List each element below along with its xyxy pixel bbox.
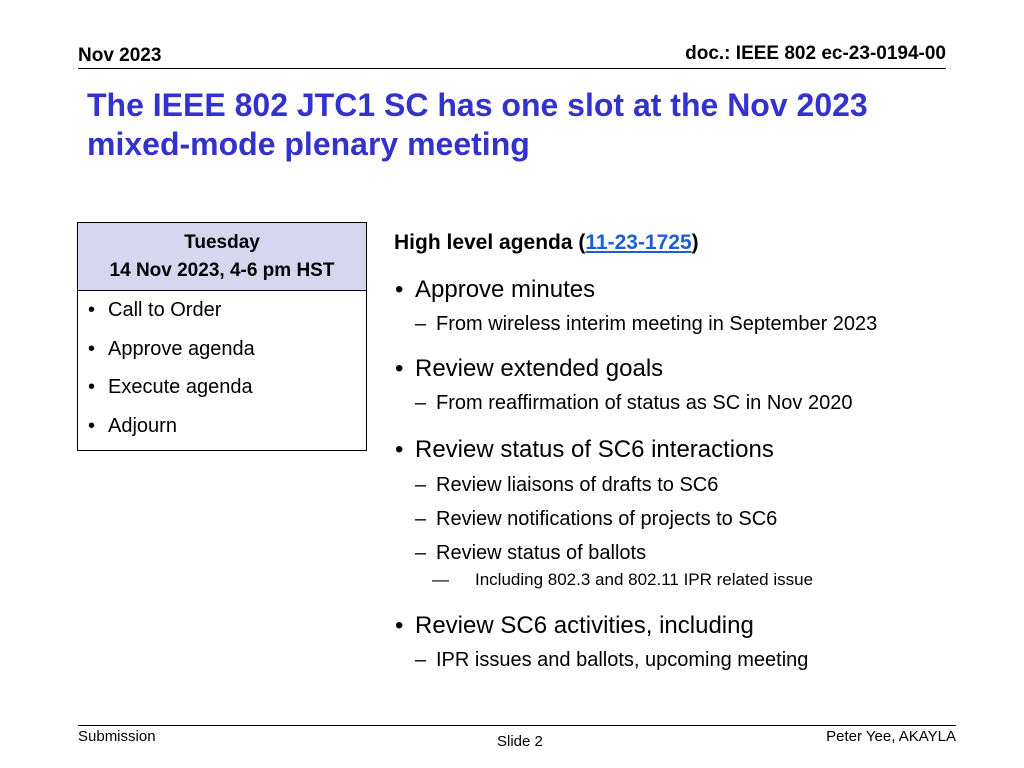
agenda-item-sc6-activities: Review SC6 activities, including (394, 611, 954, 641)
agenda-subitem: – Review notifications of projects to SC6 (394, 506, 954, 533)
session-time: 14 Nov 2023, 4-6 pm HST (109, 260, 335, 281)
agenda-panel: High level agenda (11-23-1725) Approve m… (394, 228, 954, 674)
agenda-item-approve-minutes: Approve minutes (394, 275, 954, 305)
agenda-subitem-text: From reaffirmation of status as SC in No… (436, 392, 853, 414)
slide-number: Slide 2 (497, 733, 543, 750)
header-date: Nov 2023 (78, 45, 162, 66)
agenda-heading-suffix: ) (691, 231, 699, 254)
agenda-doc-link[interactable]: 11-23-1725 (585, 231, 692, 254)
agenda-subitem-text: IPR issues and ballots, upcoming meeting (436, 649, 809, 671)
agenda-subsubitem-text: Including 802.3 and 802.11 IPR related i… (475, 570, 814, 589)
session-item-call-to-order: Call to Order (88, 298, 366, 337)
agenda-heading: High level agenda (11-23-1725) (394, 228, 954, 258)
agenda-subitem: – From reaffirmation of status as SC in N… (394, 390, 954, 417)
dash-bullet: – (415, 474, 427, 496)
session-list: Call to Order Approve agenda Execute age… (78, 291, 366, 452)
slide-title-line-2: mixed-mode plenary meeting (87, 126, 530, 162)
dash-bullet: – (415, 508, 427, 530)
session-box: Tuesday 14 Nov 2023, 4-6 pm HST Call to … (77, 222, 367, 451)
agenda-subitem-text: Review notifications of projects to SC6 (436, 508, 778, 530)
dash-bullet: – (415, 392, 427, 414)
agenda-heading-prefix: High level agenda ( (394, 231, 586, 254)
footer-author: Peter Yee, AKAYLA (826, 728, 956, 745)
agenda-subitem-text: From wireless interim meeting in Septemb… (436, 313, 878, 335)
agenda-subsubitem: — Including 802.3 and 802.11 IPR related … (394, 569, 954, 591)
agenda-subitem-text: Review status of ballots (436, 542, 647, 564)
agenda-subitem: – IPR issues and ballots, upcoming meetin… (394, 647, 954, 674)
footer-submission: Submission (78, 728, 156, 745)
footer-divider (78, 725, 956, 726)
session-item-adjourn: Adjourn (88, 414, 366, 453)
session-item-approve-agenda: Approve agenda (88, 337, 366, 376)
dash-bullet: – (415, 542, 427, 564)
agenda-subitem: – Review status of ballots (394, 540, 954, 567)
session-day: Tuesday (184, 232, 260, 253)
session-item-execute-agenda: Execute agenda (88, 375, 366, 414)
dash-bullet: — (432, 570, 449, 589)
header-divider (78, 68, 946, 69)
dash-bullet: – (415, 649, 427, 671)
agenda-subitem: – From wireless interim meeting in Septem… (394, 311, 906, 338)
header-doc-id: doc.: IEEE 802 ec-23-0194-00 (685, 43, 946, 64)
agenda-item-sc6-interactions: Review status of SC6 interactions (394, 435, 954, 465)
agenda-subitem: – Review liaisons of drafts to SC6 (394, 472, 954, 499)
agenda-subitem-text: Review liaisons of drafts to SC6 (436, 474, 719, 496)
agenda-item-review-goals: Review extended goals (394, 354, 954, 384)
dash-bullet: – (415, 313, 427, 335)
slide-title-line-1: The IEEE 802 JTC1 SC has one slot at the… (87, 87, 868, 123)
slide-title: The IEEE 802 JTC1 SC has one slot at the… (87, 86, 967, 164)
session-header: Tuesday 14 Nov 2023, 4-6 pm HST (78, 223, 366, 291)
